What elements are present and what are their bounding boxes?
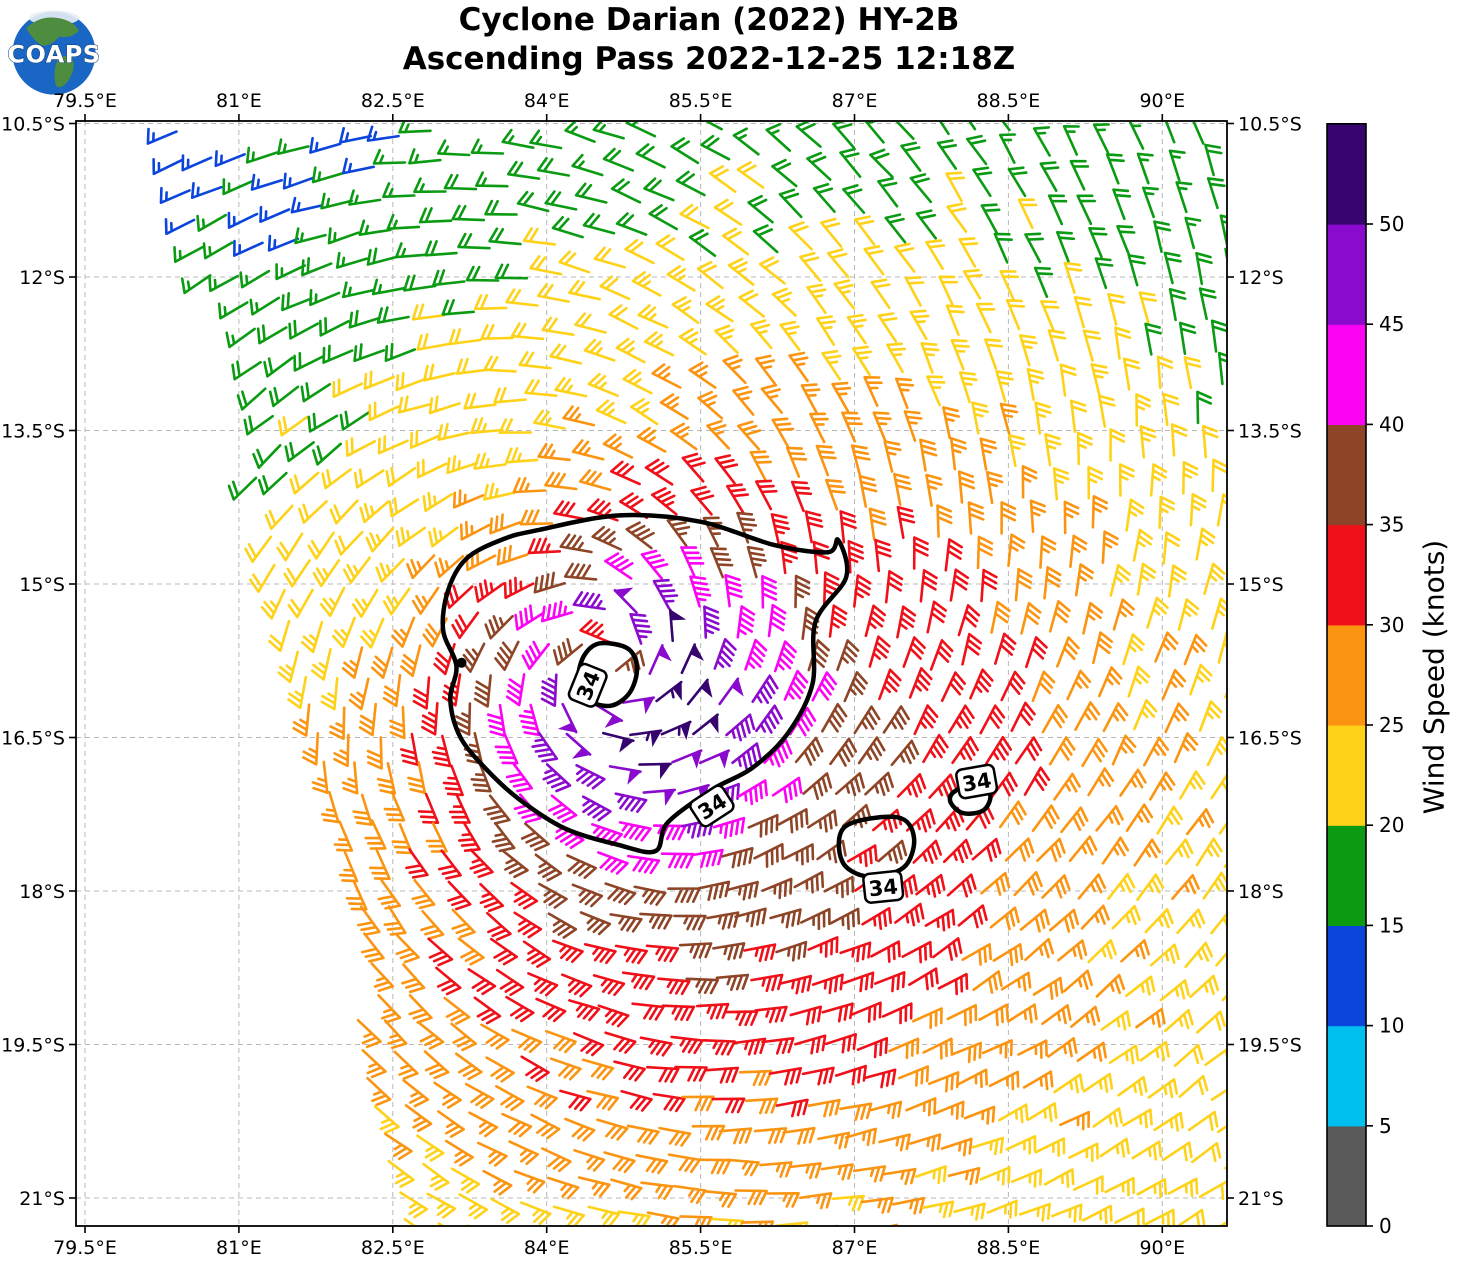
- y-tick-label-left: 18°S: [19, 881, 65, 903]
- y-tick-label-right: 16.5°S: [1238, 728, 1302, 750]
- y-tick-label-right: 15°S: [1238, 574, 1284, 596]
- colorbar-tick-label: 20: [1379, 813, 1404, 837]
- colorbar-tick-label: 40: [1379, 412, 1404, 436]
- y-tick-label-right: 10.5°S: [1238, 114, 1302, 136]
- y-tick-label-left: 19.5°S: [1, 1035, 65, 1057]
- y-tick-label-right: 12°S: [1238, 267, 1284, 289]
- contour-knot-dot: [456, 657, 467, 668]
- colorbar-tick-label: 10: [1379, 1014, 1404, 1038]
- logo-text: COAPS: [7, 40, 100, 68]
- y-tick-label-left: 15°S: [19, 574, 65, 596]
- colorbar: 0 5 10 15 20 25 30 35 40 45 50: [1326, 123, 1404, 1238]
- coaps-logo: COAPS: [7, 10, 101, 95]
- x-tick-label-bottom: 90°E: [1139, 1237, 1185, 1259]
- y-tick-label-right: 18°S: [1238, 881, 1284, 903]
- wind-barbs: [146, 122, 1226, 1225]
- y-tick-label-left: 12°S: [19, 267, 65, 289]
- x-tick-label-bottom: 79.5°E: [53, 1237, 117, 1259]
- x-tick-label-top: 84°E: [524, 90, 570, 112]
- colorbar-tick-label: 30: [1379, 613, 1404, 637]
- x-tick-label-top: 85.5°E: [669, 90, 733, 112]
- colorbar-tick-label: 50: [1379, 212, 1404, 236]
- colorbar-ticks: [1366, 223, 1373, 1227]
- axis-ticks: [69, 114, 1234, 1233]
- colorbar-tick-label: 5: [1379, 1114, 1392, 1138]
- colorbar-tick-label: 25: [1379, 713, 1404, 737]
- y-tick-label-left: 16.5°S: [1, 728, 65, 750]
- y-tick-label-right: 13.5°S: [1238, 421, 1302, 443]
- x-tick-label-bottom: 88.5°E: [976, 1237, 1040, 1259]
- x-tick-label-bottom: 84°E: [524, 1237, 570, 1259]
- x-tick-label-bottom: 85.5°E: [669, 1237, 733, 1259]
- colorbar-tick-label: 0: [1379, 1214, 1392, 1238]
- gridlines: [76, 121, 1227, 1226]
- x-tick-label-top: 88.5°E: [976, 90, 1040, 112]
- y-tick-label-left: 10.5°S: [1, 114, 65, 136]
- colorbar-tick-label: 45: [1379, 312, 1404, 336]
- axis-tick-labels: 79.5°E 79.5°E 81°E 81°E 82.5°E 82.5°E 84°E 84°E…: [1, 90, 1302, 1259]
- chart-title: Cyclone Darian (2022) HY-2B: [458, 2, 960, 38]
- colorbar-tick-label: 15: [1379, 913, 1404, 937]
- y-tick-label-right: 21°S: [1238, 1188, 1284, 1210]
- x-tick-label-bottom: 81°E: [216, 1237, 262, 1259]
- x-tick-label-top: 82.5°E: [361, 90, 425, 112]
- globe-land-north: [26, 17, 79, 46]
- contour-label-text: 34: [960, 768, 993, 797]
- x-tick-label-top: 79.5°E: [53, 90, 117, 112]
- x-tick-label-top: 87°E: [832, 90, 878, 112]
- y-tick-label-left: 13.5°S: [1, 421, 65, 443]
- plot-frame: [75, 120, 1228, 1227]
- colorbar-tick-label: 35: [1379, 513, 1404, 537]
- x-tick-label-top: 90°E: [1139, 90, 1185, 112]
- globe-land-south: [54, 56, 74, 88]
- y-tick-label-left: 21°S: [19, 1188, 65, 1210]
- x-tick-label-bottom: 82.5°E: [361, 1237, 425, 1259]
- colorbar-axis-label: Wind Speed (knots): [1417, 539, 1451, 815]
- x-tick-label-bottom: 87°E: [832, 1237, 878, 1259]
- y-tick-label-right: 19.5°S: [1238, 1035, 1302, 1057]
- contour-label-text: 34: [868, 874, 900, 901]
- chart-subtitle: Ascending Pass 2022-12-25 12:18Z: [402, 41, 1016, 77]
- x-tick-label-top: 81°E: [216, 90, 262, 112]
